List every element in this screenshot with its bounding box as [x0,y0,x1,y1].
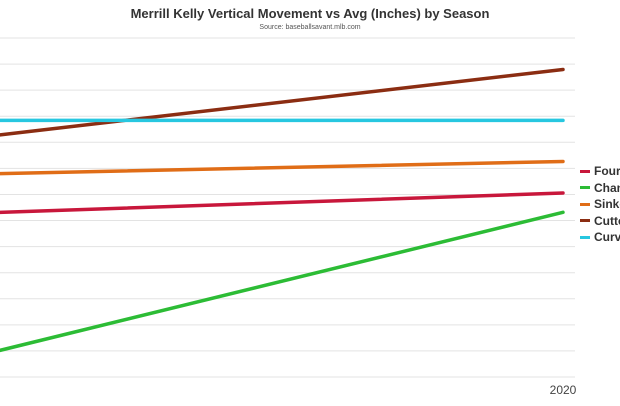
x-tick-label: 2020 [550,383,577,397]
series-line-four [0,191,565,215]
legend-swatch [580,186,590,189]
chart-subtitle: Source: baseballsavant.mlb.com [259,24,361,31]
legend: Four Chan Sinke Cutte Curve [580,163,620,246]
legend-label: Cutte [594,213,620,228]
legend-label: Curve [594,230,620,244]
legend-label: Chan [594,180,620,195]
legend-item: Curve [580,229,620,245]
legend-swatch [580,235,590,239]
legend-label: Sinke [594,197,620,211]
legend-swatch [580,169,590,173]
legend-item: Cutte [580,213,620,229]
grid-lines [0,37,575,378]
chart-title: Merrill Kelly Vertical Movement vs Avg (… [130,6,490,21]
legend-label: Four [594,164,620,178]
series-line-cutte [0,67,565,137]
series-line-sinke [0,159,565,176]
series-line-chan [0,210,565,353]
series-lines [0,67,565,353]
legend-item: Four [580,163,620,179]
legend-item: Sinke [580,196,620,212]
x-axis-ticks: 2020 [550,383,577,397]
legend-swatch [580,219,590,222]
legend-item: Chan [580,180,620,196]
legend-swatch [580,202,590,206]
